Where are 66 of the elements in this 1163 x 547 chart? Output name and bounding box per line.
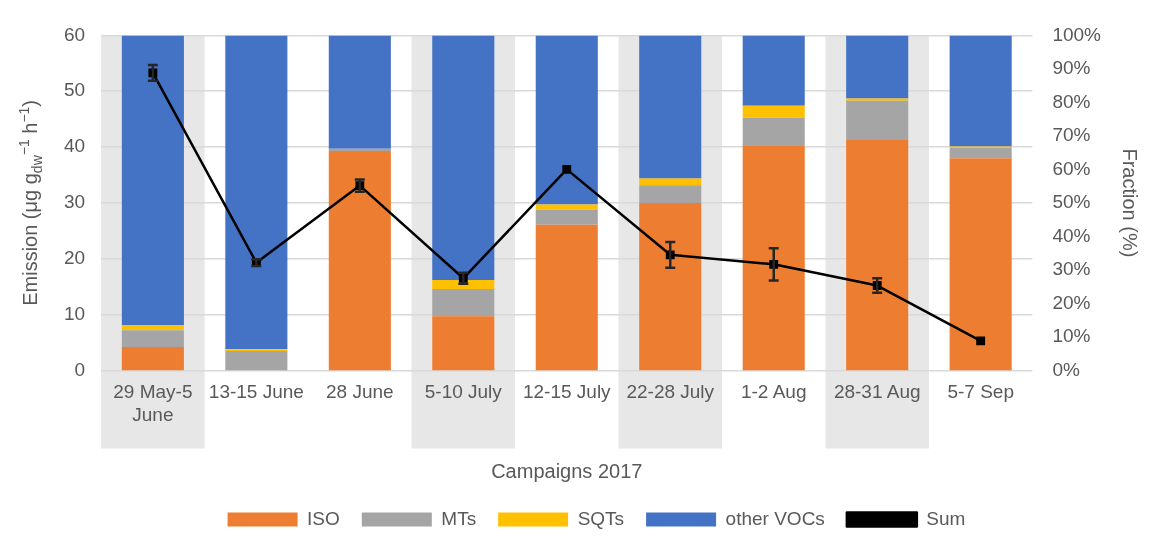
x-tick-label: 13-15 June — [208, 381, 304, 403]
bar — [225, 35, 288, 350]
bar — [121, 325, 184, 331]
bar — [949, 35, 1012, 147]
bar — [949, 147, 1012, 159]
y2-tick-label: 0% — [1052, 358, 1080, 380]
x-tick-label: 1-2 Aug — [740, 381, 807, 403]
y-tick-label: 30 — [63, 191, 86, 213]
x-tick-label: 29 May-5 June — [113, 381, 193, 425]
bar — [535, 204, 598, 210]
bar — [742, 35, 805, 106]
y2-tick-label: 80% — [1052, 90, 1091, 112]
y2-tick-label: 70% — [1052, 124, 1091, 146]
bar — [432, 35, 495, 280]
bar — [432, 289, 495, 317]
bar — [328, 35, 391, 149]
bar — [846, 98, 909, 101]
bar — [432, 316, 495, 371]
y2-tick-label: 40% — [1052, 224, 1091, 246]
bar — [535, 35, 598, 205]
bar — [225, 350, 288, 371]
bar — [639, 185, 702, 203]
bar — [639, 35, 702, 179]
y-tick-label: 0 — [74, 358, 86, 380]
x-tick-label: 28-31 Aug — [833, 381, 921, 403]
bar — [121, 346, 184, 371]
bar — [846, 100, 909, 140]
bar — [949, 158, 1012, 371]
x-axis-title: Campaigns 2017 — [491, 459, 643, 482]
y2-tick-label: 20% — [1052, 291, 1091, 313]
y-tick-label: 60 — [63, 23, 86, 45]
bar — [121, 330, 184, 347]
x-tick-label: 22-28 July — [626, 381, 715, 403]
legend-label: other VOCs — [725, 507, 825, 529]
bar — [535, 209, 598, 225]
bar — [742, 117, 805, 146]
bar — [742, 145, 805, 371]
y-tick-label: 10 — [63, 302, 86, 324]
legend-label: MTs — [441, 507, 477, 529]
bar — [742, 105, 805, 118]
y2-tick-label: 10% — [1052, 325, 1091, 347]
x-tick-label: 5-7 Sep — [947, 381, 1014, 403]
legend-label: SQTs — [577, 507, 625, 529]
bar — [328, 150, 391, 371]
y2-axis-title: Fraction (%) — [1119, 148, 1142, 258]
legend-label: ISO — [307, 507, 340, 529]
bar — [846, 139, 909, 371]
y2-tick-label: 100% — [1052, 23, 1102, 45]
x-tick-label: 28 June — [326, 381, 394, 403]
bar — [535, 224, 598, 371]
x-tick-label: 5-10 July — [424, 381, 503, 403]
y-tick-label: 20 — [63, 246, 86, 268]
bar — [121, 35, 184, 326]
legend-label: Sum — [926, 507, 966, 529]
y2-tick-label: 30% — [1052, 258, 1091, 280]
y2-tick-label: 90% — [1052, 57, 1091, 79]
bar — [639, 202, 702, 371]
y-tick-label: 50 — [63, 79, 86, 101]
y2-tick-label: 60% — [1052, 157, 1091, 179]
y-axis-title: Emission (μg gdw−1 h−1) — [16, 99, 45, 306]
x-tick-label: 12-15 July — [522, 381, 612, 403]
bar — [432, 279, 495, 289]
bar — [846, 35, 909, 99]
bar — [639, 178, 702, 186]
y-tick-label: 40 — [63, 135, 86, 157]
y2-tick-label: 50% — [1052, 191, 1091, 213]
